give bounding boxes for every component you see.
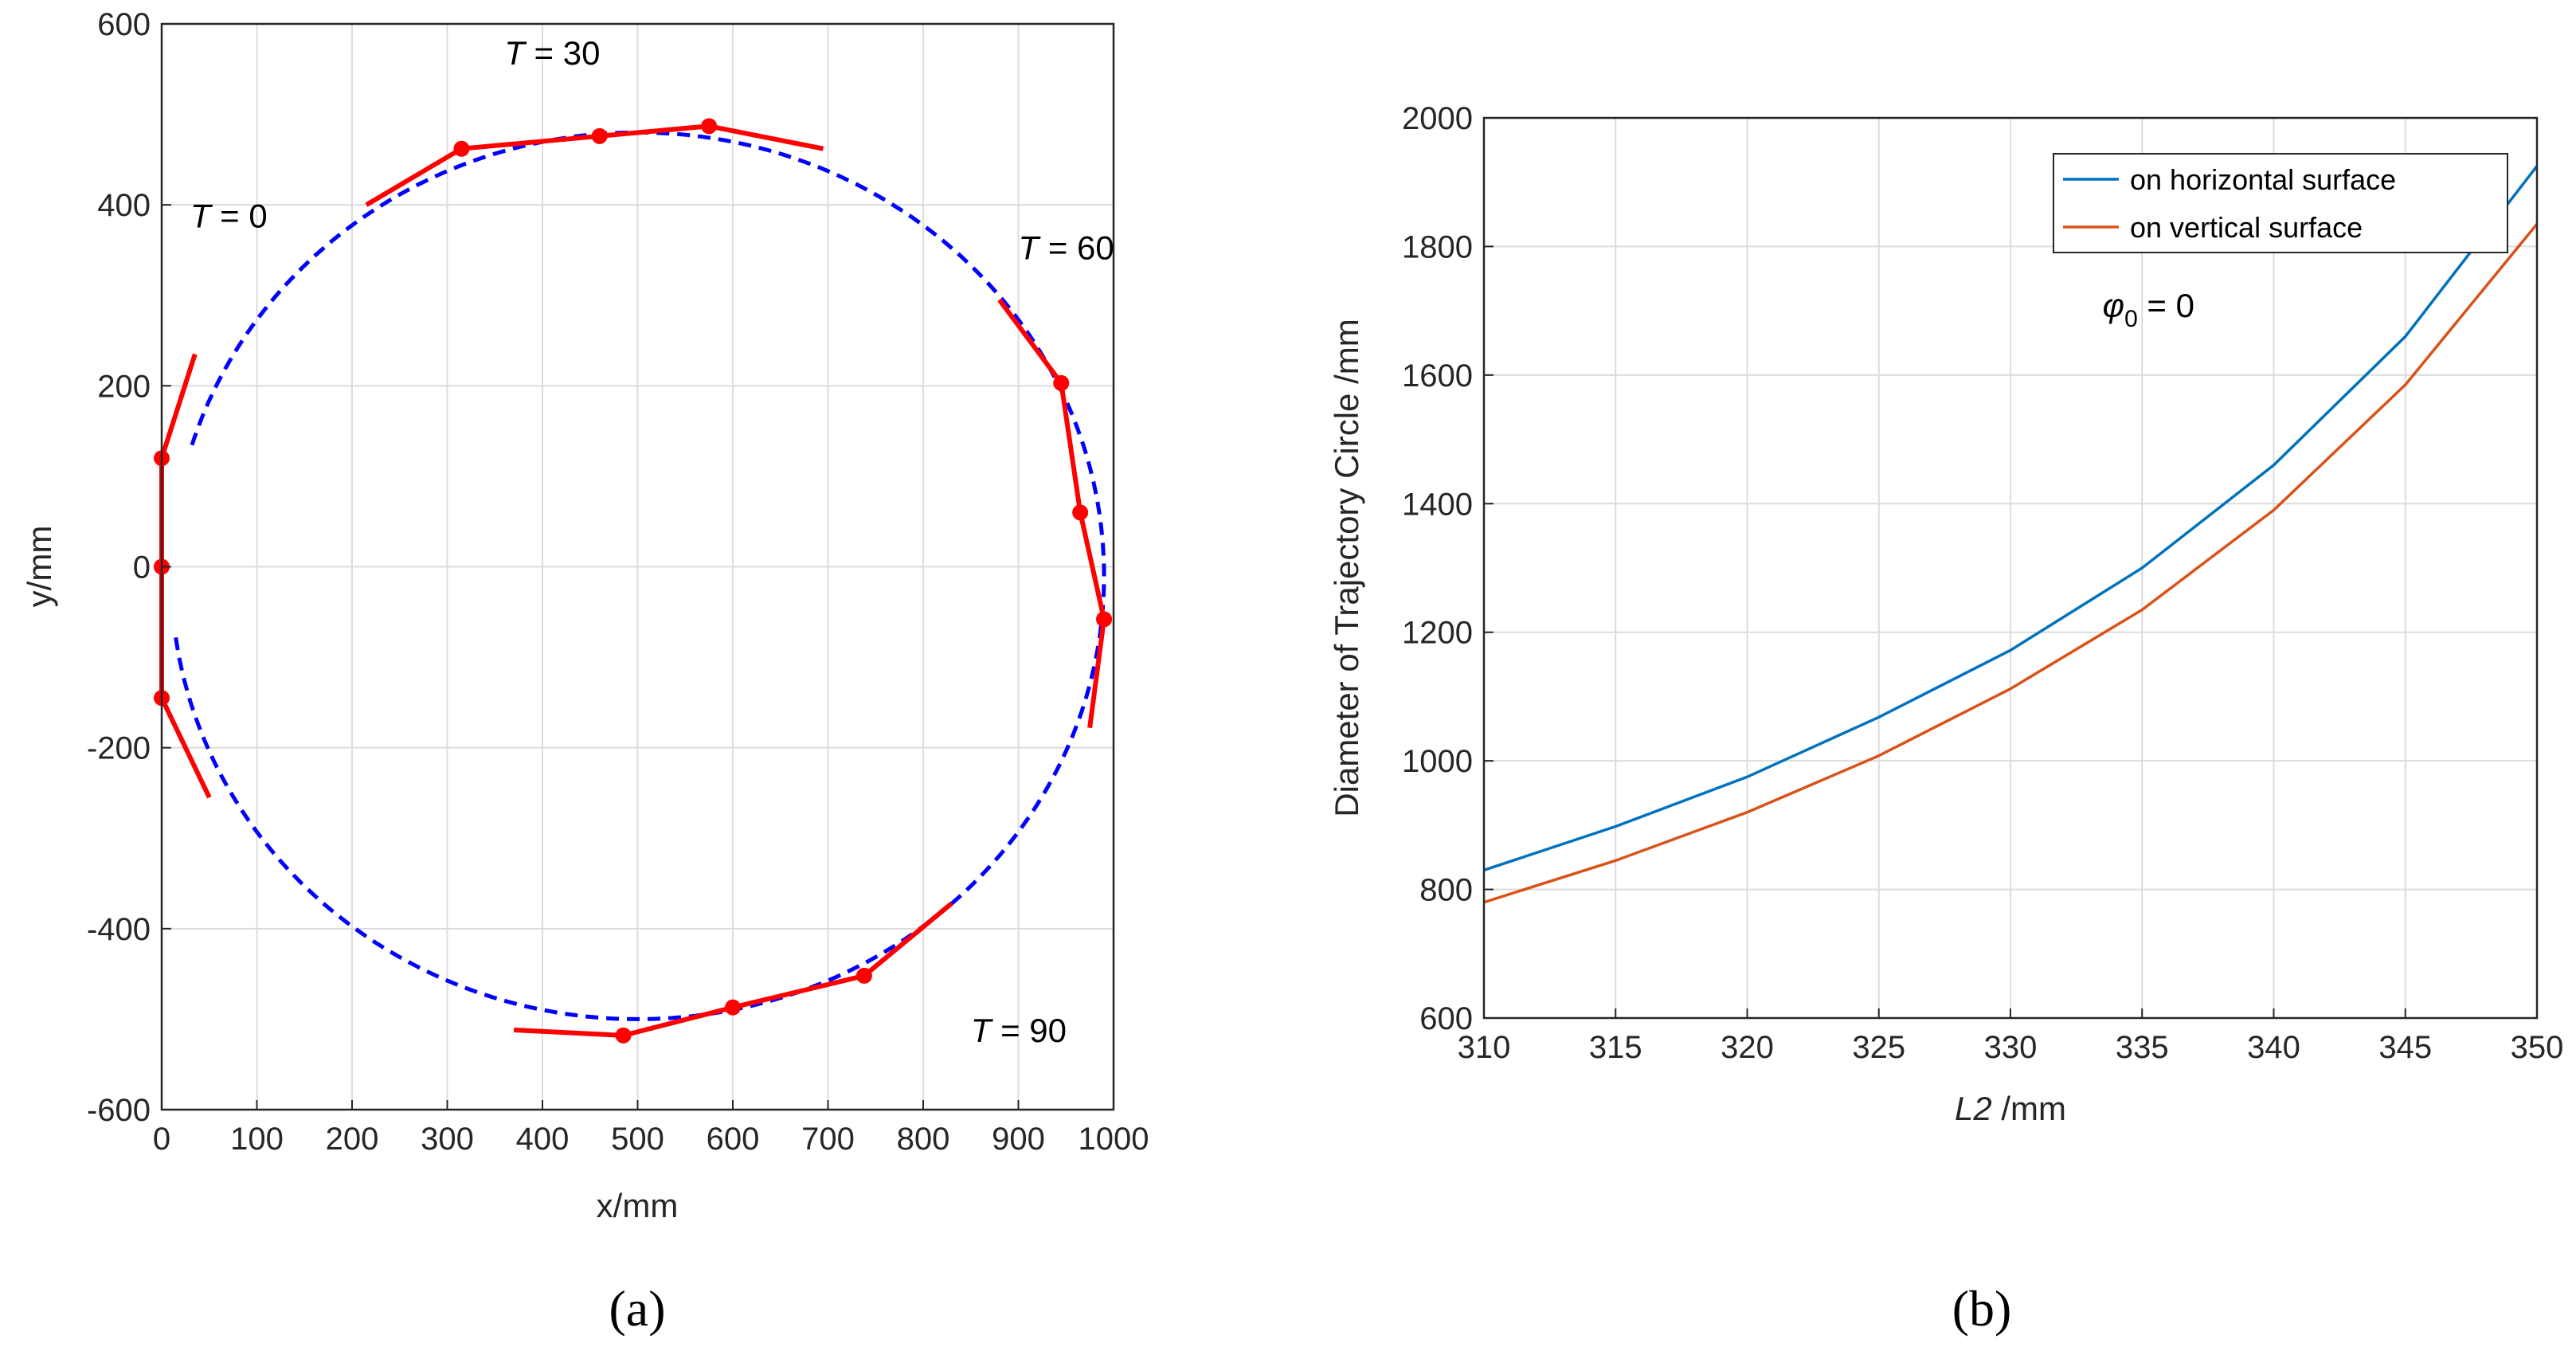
panel-b-y-tick-label: 1600 (1402, 358, 1473, 394)
panel-a-time-annotation: T = 60 (1019, 229, 1114, 266)
panel-b-x-tick-label: 315 (1589, 1030, 1642, 1065)
panel-a-joint-point (725, 999, 741, 1016)
panel-b-legend: on horizontal surface on vertical surface (2053, 153, 2508, 253)
panel-a-joint-point (1096, 611, 1113, 628)
panel-a-joint-point (855, 967, 872, 984)
panel-b-label: (b) (1952, 1280, 2012, 1337)
panel-a-y-tick-label: 600 (97, 7, 151, 42)
panel-b-x-axis-label-italic: L2 (1955, 1090, 1992, 1127)
panel-a-x-tick-label: 300 (421, 1122, 474, 1157)
panel-a-x-tick-label: 700 (801, 1122, 855, 1157)
panel-a-time-annotation: T = 90 (971, 1012, 1067, 1049)
panel-b-series (1484, 165, 2537, 904)
panel-b-y-ticks: 600 800 1000 1200 1400 1600 1800 2000 (1402, 101, 1494, 1036)
panel-b-y-tick-label: 1400 (1402, 487, 1473, 522)
panel-b-x-tick-label: 320 (1721, 1030, 1774, 1065)
panel-b: 310 315 320 325 330 335 340 345 350 600 800 1000 12… (1328, 101, 2563, 1337)
panel-a-y-tick-label: 0 (133, 550, 151, 585)
panel-b-x-tick-label: 335 (2116, 1030, 2169, 1065)
panel-a-x-tick-label: 400 (516, 1122, 570, 1157)
panel-a-link-segment (159, 353, 198, 460)
panel-a-time-annotation: T = 30 (504, 34, 600, 72)
panel-a-annotations: T = 0 T = 30 T = 60 T = 90 (190, 34, 1114, 1049)
panel-a-x-tick-label: 500 (611, 1122, 664, 1157)
panel-b-x-axis-label-unit: /mm (1992, 1090, 2066, 1127)
panel-a-joint-point (1053, 374, 1070, 391)
panel-a-x-tick-label: 600 (707, 1122, 760, 1157)
panel-a-y-tick-label: -600 (87, 1093, 151, 1128)
panel-b-phi-annotation: φ0 = 0 (2103, 287, 2194, 332)
panel-b-y-tick-label: 2000 (1402, 101, 1473, 136)
panel-a-joint-point (1072, 504, 1089, 521)
panel-b-x-axis-label: L2 /mm (1955, 1090, 2066, 1127)
panel-a-joint-point (591, 127, 608, 144)
panel-a-joint-point (615, 1027, 632, 1044)
panel-a-joint-point (453, 140, 470, 157)
panel-b-legend-box (2053, 153, 2508, 253)
panel-b-x-tick-label: 330 (1984, 1030, 2038, 1065)
panel-b-legend-label: on vertical surface (2130, 211, 2363, 244)
panel-a-x-tick-label: 200 (326, 1122, 379, 1157)
panel-a-y-tick-label: -400 (87, 912, 151, 947)
panel-a-joint-points (154, 118, 1113, 1044)
panel-a-x-tick-label: 900 (992, 1122, 1045, 1157)
panel-a-time-annotation: T = 0 (190, 198, 268, 235)
panel-a-x-tick-label: 0 (153, 1122, 170, 1157)
panel-a-x-tick-label: 1000 (1079, 1122, 1149, 1157)
panel-b-x-tick-label: 310 (1458, 1030, 1511, 1065)
panel-b-x-tick-label: 350 (2511, 1030, 2564, 1065)
panel-b-y-tick-label: 1800 (1402, 229, 1473, 264)
panel-a-label: (a) (609, 1280, 665, 1337)
panel-b-series-line-1 (1484, 165, 2537, 872)
panel-b-y-axis-label: Diameter of Trajectory Circle /mm (1328, 319, 1365, 816)
panel-a: 0 100 200 300 400 500 600 700 800 900 1000 -600 -40… (21, 7, 1149, 1337)
panel-a-x-axis-label: x/mm (597, 1187, 679, 1224)
panel-a-x-tick-label: 100 (230, 1122, 284, 1157)
panel-a-y-tick-label: -200 (87, 731, 151, 766)
panel-b-y-tick-label: 1000 (1402, 744, 1473, 779)
panel-a-y-tick-label: 200 (97, 369, 151, 404)
panel-a-y-axis-label: y/mm (21, 526, 58, 608)
panel-a-y-ticks: -600 -400 -200 0 200 400 600 (87, 7, 171, 1128)
panel-b-x-tick-label: 345 (2378, 1030, 2432, 1065)
panel-a-link-segment (159, 696, 212, 799)
panel-b-y-tick-label: 1200 (1402, 616, 1473, 651)
panel-a-y-tick-label: 400 (97, 188, 151, 223)
panel-b-legend-label: on horizontal surface (2130, 163, 2396, 196)
panel-b-series-line-2 (1484, 223, 2537, 904)
panel-a-x-tick-label: 800 (897, 1122, 950, 1157)
panel-b-y-tick-label: 600 (1419, 1001, 1473, 1036)
panel-b-x-ticks: 310 315 320 325 330 335 340 345 350 (1458, 1008, 2564, 1065)
panel-b-x-tick-label: 325 (1852, 1030, 1905, 1065)
panel-a-x-ticks: 0 100 200 300 400 500 600 700 800 900 1000 (153, 1100, 1149, 1157)
panel-a-joint-point (701, 118, 718, 135)
panel-b-x-tick-label: 340 (2247, 1030, 2300, 1065)
panel-b-y-tick-label: 800 (1419, 873, 1473, 908)
